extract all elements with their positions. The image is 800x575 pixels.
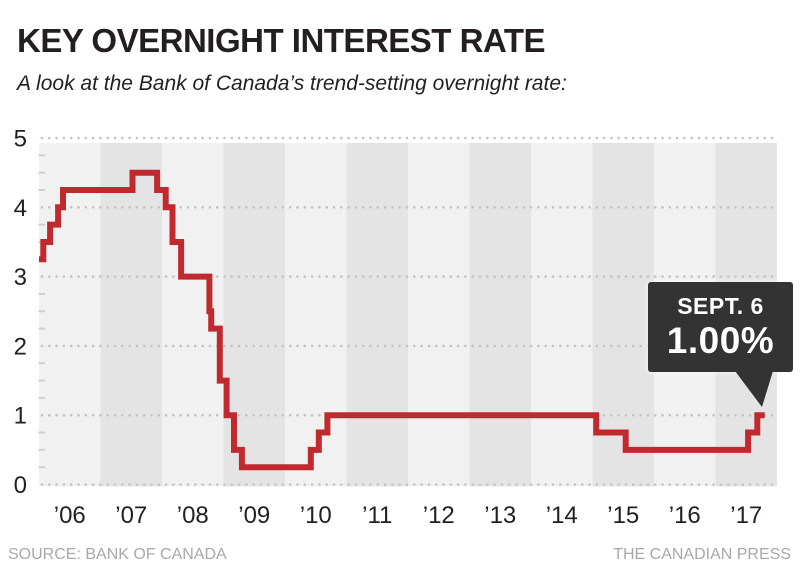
year-band <box>162 143 224 487</box>
callout-value: 1.00% <box>666 320 775 361</box>
year-band <box>531 143 593 487</box>
x-axis-label: ’14 <box>546 502 578 529</box>
x-axis-label: ’16 <box>669 502 701 529</box>
header: KEY OVERNIGHT INTEREST RATE A look at th… <box>17 22 787 96</box>
rate-step-line <box>39 169 765 471</box>
y-axis-label: 4 <box>14 195 27 222</box>
year-band <box>592 143 654 487</box>
x-axis-label: ’09 <box>238 502 270 529</box>
year-band <box>346 143 408 487</box>
page-title: KEY OVERNIGHT INTEREST RATE <box>17 22 546 59</box>
y-axis-label: 2 <box>14 333 27 360</box>
callout-date: SEPT. 6 <box>677 293 764 319</box>
press-credit: THE CANADIAN PRESS <box>613 546 791 563</box>
x-axis-label: ’17 <box>730 502 762 529</box>
year-band <box>285 143 347 487</box>
source-credit: SOURCE: BANK OF CANADA <box>8 546 227 563</box>
x-axis-label: ’06 <box>54 502 86 529</box>
x-axis-label: ’12 <box>423 502 455 529</box>
y-axis-label: 3 <box>14 264 27 291</box>
y-axis-label: 1 <box>14 403 27 430</box>
x-axis-label: ’11 <box>362 502 392 529</box>
year-band <box>39 143 101 487</box>
year-band <box>408 143 470 487</box>
x-axis-label: ’10 <box>300 502 332 529</box>
x-axis-label: ’15 <box>607 502 639 529</box>
x-axis-label: ’08 <box>177 502 209 529</box>
rate-callout: SEPT. 6 1.00% <box>648 282 793 407</box>
y-axis-label: 5 <box>14 126 27 153</box>
x-axis-label: ’13 <box>484 502 516 529</box>
x-axis-label: ’07 <box>115 502 147 529</box>
year-band <box>100 143 162 487</box>
y-axis-label: 0 <box>14 472 27 499</box>
year-band <box>469 143 531 487</box>
page-subtitle: A look at the Bank of Canada’s trend-set… <box>17 71 567 95</box>
